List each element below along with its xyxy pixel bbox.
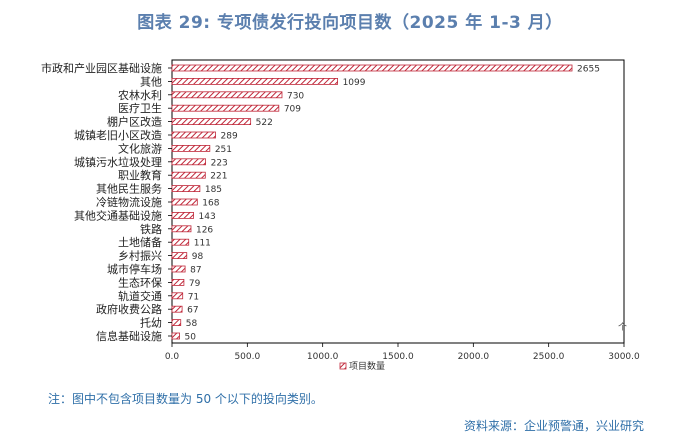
- category-label: 城镇污水垃圾处理: [74, 155, 162, 169]
- data-label: 67: [187, 306, 198, 316]
- category-label: 其他: [140, 75, 162, 88]
- bar: [171, 158, 206, 166]
- bar: [171, 211, 194, 219]
- data-label: 223: [211, 158, 228, 168]
- category-label: 城市停车场: [107, 262, 162, 276]
- x-tick-label: 500.0: [234, 352, 260, 362]
- data-label: 185: [205, 185, 222, 195]
- x-tick-label: 1500.0: [382, 352, 414, 362]
- bar: [171, 144, 211, 152]
- bar: [171, 225, 192, 233]
- data-label: 71: [188, 292, 199, 302]
- category-label: 土地储备: [118, 235, 162, 249]
- category-label: 城镇老旧小区改造: [74, 128, 162, 142]
- category-label: 生态环保: [118, 275, 162, 289]
- data-label: 98: [192, 252, 204, 262]
- bar: [171, 332, 180, 340]
- data-label: 50: [185, 333, 197, 343]
- data-label: 79: [189, 279, 201, 289]
- category-label: 冷链物流设施: [96, 195, 162, 209]
- bar: [171, 104, 280, 112]
- data-label: 126: [196, 225, 213, 235]
- data-label: 709: [284, 105, 301, 115]
- source-note: 资料来源：企业预警通，兴业研究: [463, 419, 644, 433]
- bar: [171, 64, 573, 72]
- category-label: 乡村振兴: [118, 249, 162, 263]
- chart-title: 图表 29: 专项债发行投向项目数（2025 年 1-3 月）: [137, 13, 563, 33]
- x-tick-label: 1000.0: [307, 352, 339, 362]
- data-label: 87: [190, 266, 201, 276]
- bar: [171, 91, 283, 99]
- x-tick-label: 0.0: [165, 352, 180, 362]
- bar: [171, 252, 188, 260]
- data-label: 111: [194, 239, 211, 249]
- x-tick-label: 2000.0: [458, 352, 490, 362]
- data-label: 251: [215, 145, 232, 155]
- bar: [171, 319, 182, 327]
- category-label: 轨道交通: [118, 289, 162, 303]
- bar: [171, 292, 184, 300]
- data-label: 143: [199, 212, 216, 222]
- unit-label: 个: [618, 322, 627, 333]
- bar: [171, 198, 198, 206]
- category-label: 信息基础设施: [96, 329, 162, 343]
- category-label: 政府收费公路: [96, 302, 162, 316]
- data-label: 730: [287, 91, 304, 101]
- data-label: 1099: [343, 78, 366, 88]
- bar: [171, 265, 186, 273]
- bar: [171, 118, 252, 125]
- legend-label: 项目数量: [349, 360, 385, 372]
- data-label: 58: [186, 319, 198, 329]
- plot-area: [171, 59, 625, 344]
- category-label: 其他交通基础设施: [74, 208, 162, 222]
- bar: [171, 171, 206, 179]
- category-label: 文化旅游: [118, 141, 162, 155]
- bar: [171, 278, 185, 286]
- data-label: 168: [202, 199, 219, 209]
- x-tick-label: 2500.0: [533, 352, 565, 362]
- category-label: 其他民生服务: [96, 182, 162, 196]
- bar: [171, 238, 190, 246]
- category-label: 医疗卫生: [118, 101, 162, 115]
- data-label: 522: [256, 118, 273, 128]
- bar: [171, 131, 216, 139]
- footnote: 注：图中不包含项目数量为 50 个以下的投向类别。: [48, 392, 323, 406]
- category-label: 职业教育: [118, 168, 162, 182]
- category-label: 农林水利: [118, 88, 162, 102]
- category-label: 铁路: [140, 223, 162, 236]
- data-label: 221: [210, 172, 227, 182]
- legend: 项目数量: [339, 360, 385, 372]
- legend-swatch: [339, 362, 347, 370]
- bar: [171, 185, 201, 193]
- category-label: 棚户区改造: [107, 115, 162, 129]
- category-label: 市政和产业园区基础设施: [41, 61, 162, 75]
- bar: [171, 305, 183, 313]
- data-label: 289: [221, 132, 238, 142]
- x-tick-label: 3000.0: [608, 352, 640, 362]
- data-label: 2655: [577, 65, 600, 75]
- bar: [171, 78, 338, 85]
- category-label: 托幼: [140, 316, 162, 330]
